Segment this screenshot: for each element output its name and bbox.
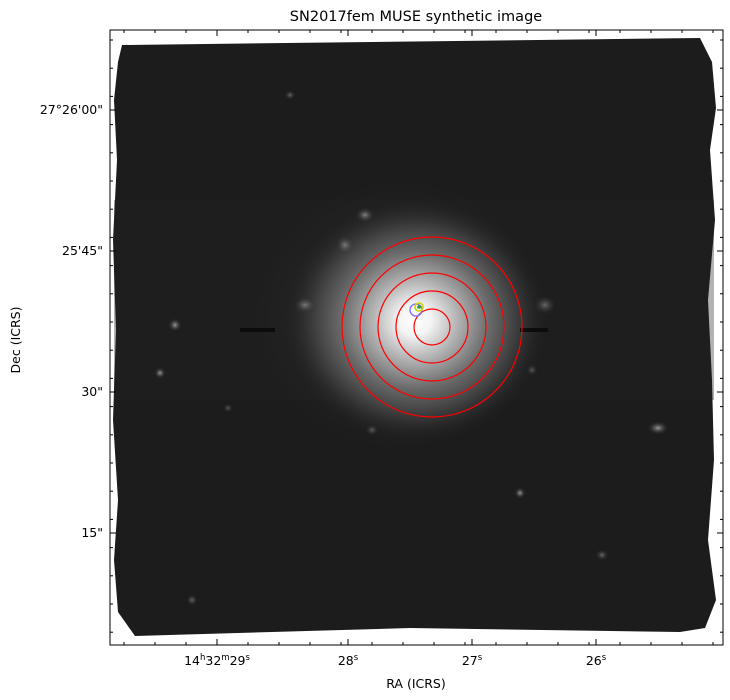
- annulus-2: [395, 290, 469, 364]
- image-panel: [110, 30, 723, 645]
- y-axis-label: Dec (ICRS): [8, 307, 23, 374]
- x-tick-label-2: 28s: [338, 653, 359, 668]
- y-tick-label-2: 25'45": [62, 243, 103, 258]
- annulus-1: [413, 308, 451, 346]
- y-tick-labels: 27°26'00" 25'45" 30" 15": [40, 102, 103, 540]
- x-axis-label: RA (ICRS): [386, 676, 446, 691]
- y-tick-label-1: 27°26'00": [40, 102, 103, 117]
- x-tick-label-3: 27s: [462, 653, 483, 668]
- plot-frame: [109, 29, 724, 646]
- y-tick-label-3: 30": [81, 384, 103, 399]
- annulus-3: [377, 272, 487, 382]
- sn-marker-yellow: [414, 302, 424, 312]
- annuli: [341, 236, 523, 418]
- chart-title: SN2017fem MUSE synthetic image: [290, 9, 542, 25]
- tick-marks: [110, 30, 723, 645]
- x-tick-label-1: 14h32m29s: [184, 653, 250, 668]
- y-tick-label-4: 15": [81, 525, 103, 540]
- annulus-4: [359, 254, 505, 400]
- annulus-5: [341, 236, 523, 418]
- x-tick-labels: 14h32m29s 28s 27s 26s: [184, 653, 607, 668]
- x-tick-label-4: 26s: [586, 653, 607, 668]
